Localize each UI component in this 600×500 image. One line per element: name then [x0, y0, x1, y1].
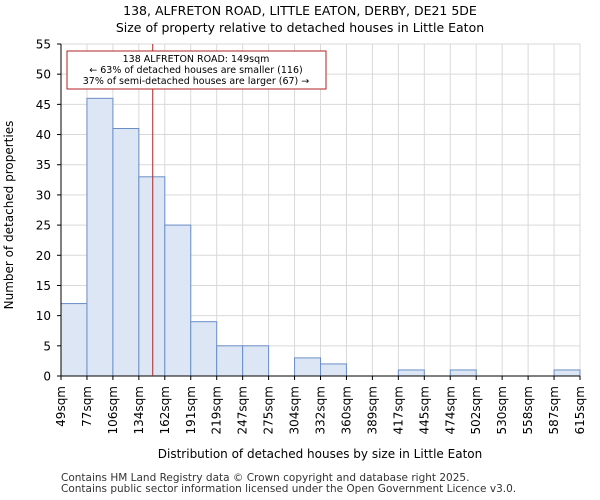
- x-tick-label: 162sqm: [158, 386, 172, 434]
- y-tick-label: 10: [36, 309, 51, 323]
- x-tick-labels: 49sqm 77sqm 106sqm 134sqm 162sqm 191sqm 219sqm…: [54, 386, 587, 434]
- x-tick-label: 474sqm: [443, 386, 457, 434]
- x-tick-label: 389sqm: [365, 386, 379, 434]
- x-tick-label: 191sqm: [184, 386, 198, 434]
- annotation-line: 37% of semi-detached houses are larger (…: [83, 76, 310, 87]
- y-tick-label: 35: [36, 158, 51, 172]
- x-tick-label: 304sqm: [288, 386, 302, 434]
- x-tick-label: 615sqm: [573, 386, 587, 434]
- y-tick-label: 0: [43, 370, 51, 384]
- bar: [216, 345, 244, 377]
- x-tick-label: 417sqm: [391, 386, 405, 434]
- annotation-line: ← 63% of detached houses are smaller (11…: [89, 65, 302, 76]
- bar: [190, 321, 218, 377]
- y-tick-label: 40: [36, 128, 51, 142]
- x-tick-label: 558sqm: [521, 386, 535, 434]
- bar: [320, 363, 347, 377]
- y-tick-label: 30: [36, 188, 51, 202]
- x-tick-label: 275sqm: [262, 386, 276, 434]
- x-tick-label: 77sqm: [80, 386, 94, 427]
- y-tick-label: 55: [36, 38, 51, 52]
- x-tick-label: 106sqm: [106, 386, 120, 434]
- x-tick-label: 445sqm: [417, 386, 431, 434]
- annotation-line: 138 ALFRETON ROAD: 149sqm: [123, 54, 270, 65]
- annotation-box: [66, 50, 327, 90]
- y-tick-label: 25: [36, 219, 51, 233]
- bar: [86, 97, 114, 377]
- footer-line-2: Contains public sector information licen…: [61, 483, 517, 495]
- x-tick-label: 587sqm: [547, 386, 561, 434]
- bar: [242, 345, 270, 377]
- bars: [60, 97, 581, 377]
- bar: [449, 369, 477, 377]
- y-tick-label: 5: [43, 339, 51, 353]
- footer-line-1: Contains HM Land Registry data © Crown c…: [61, 472, 470, 484]
- x-tick-label: 247sqm: [236, 386, 250, 434]
- chart-title: 138, ALFRETON ROAD, LITTLE EATON, DERBY,…: [123, 3, 477, 18]
- footer: Contains HM Land Registry data © Crown c…: [61, 473, 516, 495]
- bar: [397, 369, 425, 377]
- y-tick-label: 50: [36, 68, 51, 82]
- bar: [138, 176, 166, 377]
- bar: [60, 303, 88, 377]
- x-tick-label: 360sqm: [339, 386, 353, 434]
- y-tick-label: 20: [36, 249, 51, 263]
- marker: 138 ALFRETON ROAD: 149sqm← 63% of detach…: [66, 44, 327, 376]
- y-tick-labels: 0 5 10 15 20 25 30 35 40 45 50 55: [36, 38, 51, 384]
- x-tick-label: 332sqm: [314, 386, 328, 434]
- bar: [553, 369, 581, 377]
- chart-subtitle: Size of property relative to detached ho…: [116, 20, 484, 35]
- x-axis-label: Distribution of detached houses by size …: [158, 447, 482, 461]
- axes: [57, 43, 581, 380]
- x-tick-label: 502sqm: [469, 386, 483, 434]
- y-axis-label: Number of detached properties: [2, 121, 16, 310]
- y-tick-label: 45: [36, 98, 51, 112]
- x-tick-label: 219sqm: [210, 386, 224, 434]
- bar: [164, 224, 192, 377]
- x-tick-label: 134sqm: [132, 386, 146, 434]
- bar: [294, 357, 321, 377]
- bar: [112, 128, 140, 377]
- y-tick-label: 15: [36, 279, 51, 293]
- x-tick-label: 530sqm: [495, 386, 509, 434]
- x-tick-label: 49sqm: [54, 386, 68, 427]
